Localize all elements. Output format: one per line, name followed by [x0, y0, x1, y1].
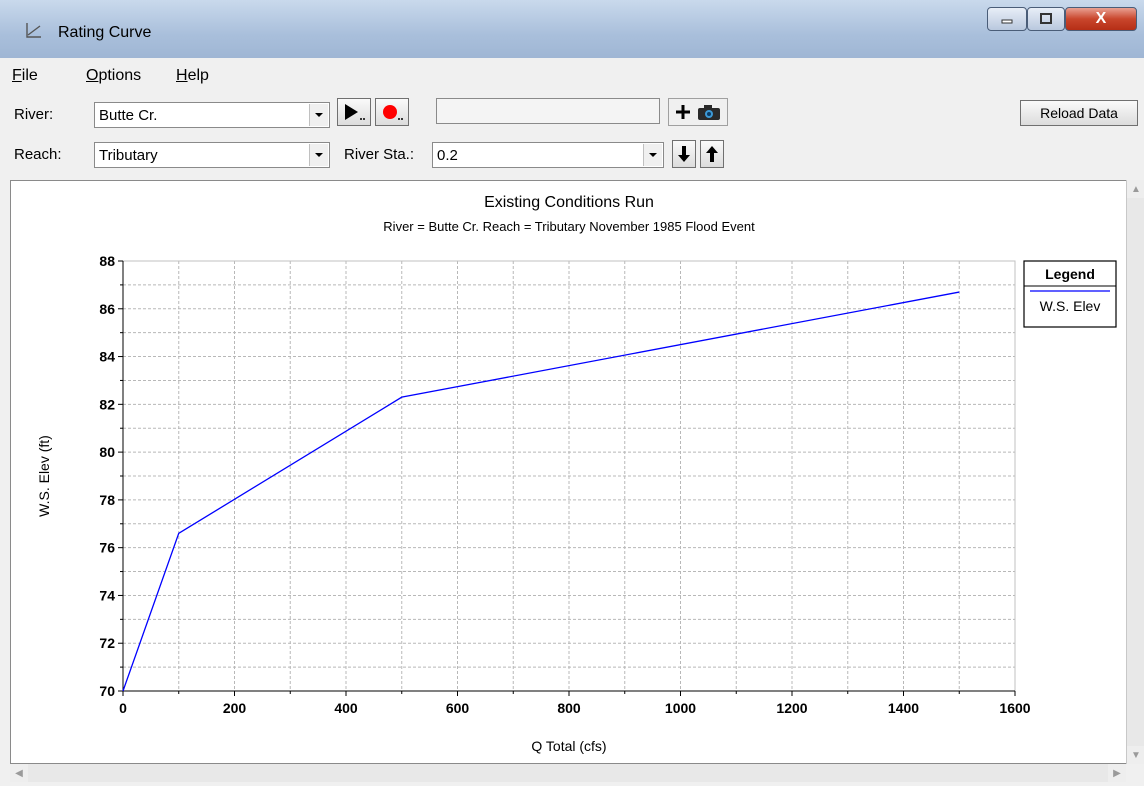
y-tick-label: 82: [99, 396, 115, 412]
legend-box: [1023, 260, 1117, 328]
next-station-down-button[interactable]: [672, 140, 696, 168]
river-select[interactable]: Butte Cr.: [94, 102, 330, 128]
x-tick-label: 1400: [888, 700, 919, 716]
x-tick-label: 400: [334, 700, 358, 716]
river-label: River:: [14, 106, 54, 123]
horizontal-scrollbar[interactable]: [28, 764, 1126, 782]
y-tick-label: 80: [99, 444, 115, 460]
x-tick-label: 1200: [776, 700, 807, 716]
chart-line-icon: [26, 23, 41, 38]
menu-bar: File Options Help: [0, 64, 1144, 88]
close-icon: X: [1095, 10, 1107, 27]
play-animation-icon: [345, 104, 365, 120]
title-bar[interactable]: Rating Curve X: [0, 0, 1144, 58]
menu-file[interactable]: File: [12, 67, 38, 84]
legend-entry: W.S. Elev: [1040, 298, 1101, 314]
river-station-select[interactable]: 0.2: [432, 142, 664, 168]
arrow-up-icon: [706, 146, 718, 162]
reload-data-button[interactable]: Reload Data: [1020, 100, 1138, 126]
record-button[interactable]: [375, 98, 409, 126]
record-icon: [383, 105, 403, 120]
scroll-right-icon[interactable]: ▶: [1108, 764, 1126, 782]
y-tick-label: 78: [99, 492, 115, 508]
scroll-left-icon[interactable]: ◀: [10, 764, 28, 782]
x-tick-label: 0: [119, 700, 127, 716]
add-camera-button[interactable]: [668, 98, 728, 126]
y-tick-label: 76: [99, 540, 115, 556]
minimize-icon: [1001, 19, 1013, 24]
plot-area[interactable]: 0 200 400 600 800 1000 1200 1400 1600 70 72 74 76 78 8…: [10, 180, 1136, 764]
maximize-icon: [1040, 13, 1052, 24]
chevron-down-icon[interactable]: [309, 104, 328, 126]
reload-data-label: Reload Data: [1040, 105, 1118, 121]
profile-text-field[interactable]: [436, 98, 660, 124]
y-axis-label: W.S. Elev (ft): [36, 435, 52, 517]
close-button[interactable]: X: [1065, 7, 1137, 31]
river-value: Butte Cr.: [99, 107, 158, 124]
chart-subtitle: River = Butte Cr. Reach = Tributary Nove…: [383, 219, 755, 234]
camera-icon: [698, 105, 720, 120]
x-tick-label: 800: [557, 700, 581, 716]
x-tick-label: 600: [446, 700, 470, 716]
play-animation-button[interactable]: [337, 98, 371, 126]
scroll-down-icon[interactable]: ▼: [1127, 746, 1144, 764]
y-tick-label: 72: [99, 635, 115, 651]
y-tick-label: 86: [99, 301, 115, 317]
y-tick-label: 74: [99, 587, 115, 603]
y-tick-label: 88: [99, 253, 115, 269]
x-tick-label: 1600: [999, 700, 1030, 716]
series-line-ws-elev: [122, 291, 960, 692]
x-tick-label: 1000: [665, 700, 696, 716]
x-tick-label: 200: [223, 700, 247, 716]
scroll-up-icon[interactable]: ▲: [1127, 180, 1144, 198]
menu-help[interactable]: Help: [176, 67, 209, 84]
reach-select[interactable]: Tributary: [94, 142, 330, 168]
reach-value: Tributary: [99, 147, 158, 164]
next-station-up-button[interactable]: [700, 140, 724, 168]
vertical-scrollbar[interactable]: ▲ ▼: [1126, 180, 1144, 764]
maximize-button[interactable]: [1027, 7, 1065, 31]
y-tick-label: 84: [99, 349, 115, 365]
chevron-down-icon[interactable]: [643, 144, 662, 166]
arrow-down-icon: [678, 146, 690, 162]
y-tick-label: 70: [99, 683, 115, 699]
reach-label: Reach:: [14, 146, 62, 163]
window-title: Rating Curve: [58, 24, 152, 41]
chevron-down-icon[interactable]: [309, 144, 328, 166]
x-axis-label: Q Total (cfs): [531, 738, 606, 754]
menu-options[interactable]: Options: [86, 67, 142, 84]
river-station-value: 0.2: [437, 147, 458, 164]
rating-curve-chart[interactable]: 0 200 400 600 800 1000 1200 1400 1600 70 72 74 76 78 8…: [11, 181, 1125, 763]
plus-icon: [676, 105, 690, 119]
legend-title: Legend: [1045, 266, 1095, 282]
minimize-button[interactable]: [987, 7, 1027, 31]
chart-title: Existing Conditions Run: [484, 194, 654, 211]
river-station-label: River Sta.:: [344, 146, 415, 163]
